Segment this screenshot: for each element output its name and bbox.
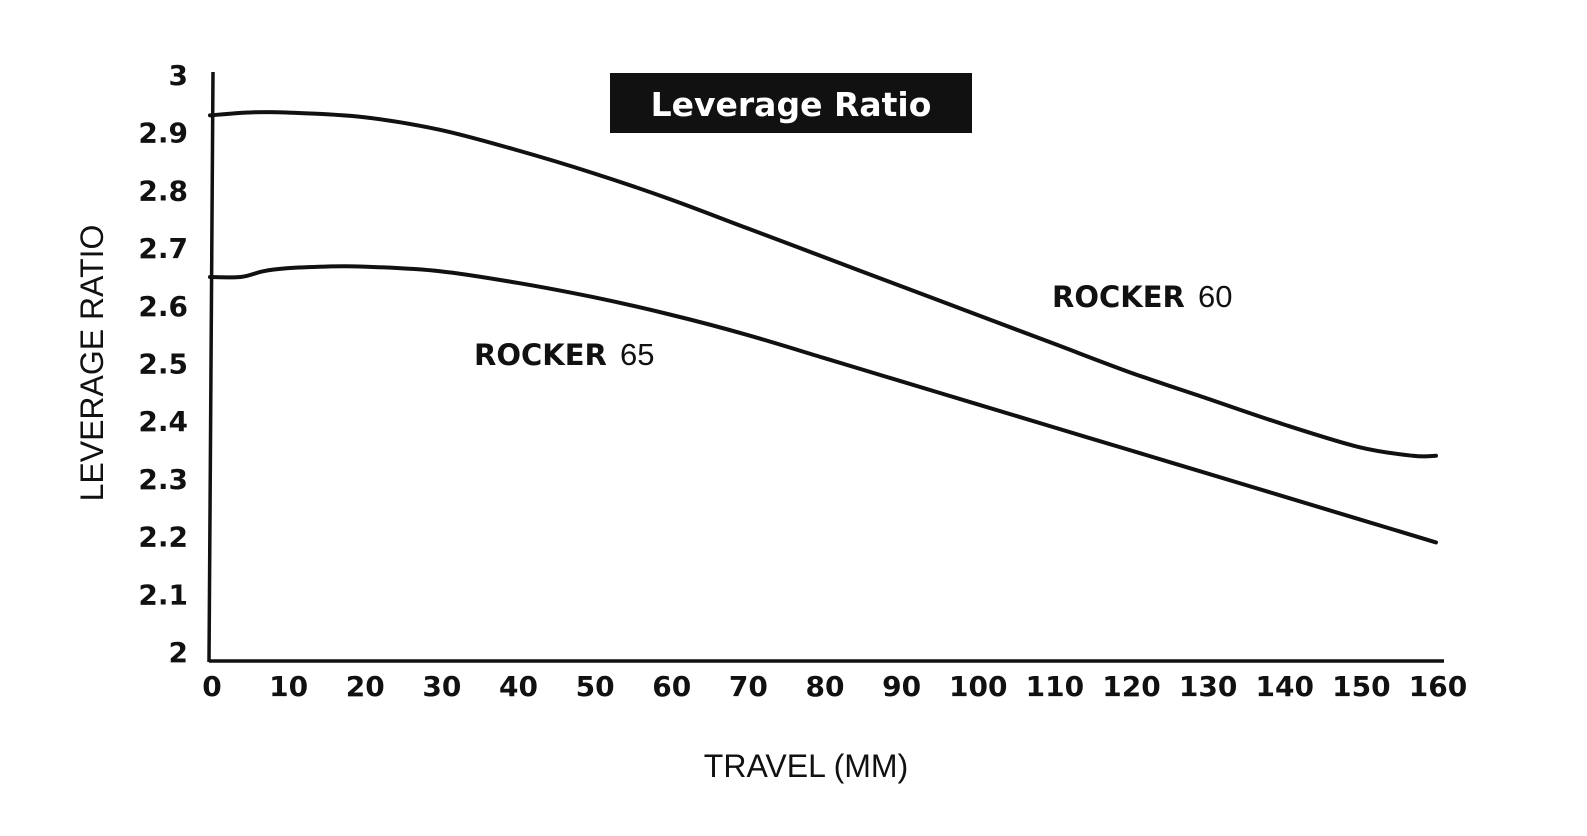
y-tick-labels: 2 2.1 2.2 2.3 2.4 2.5 2.6 2.7 2.8 2.9 3 — [138, 59, 188, 669]
y-axis-title: LEVERAGE RATIO — [74, 225, 110, 502]
y-tick-label: 3 — [169, 59, 188, 92]
title-box — [610, 73, 972, 133]
x-tick-label: 60 — [652, 670, 691, 703]
y-axis-line — [207, 71, 215, 663]
y-tick-label: 2.9 — [138, 117, 188, 150]
series-label-rocker-60-bold: ROCKER — [1052, 280, 1185, 314]
y-tick-label: 2.4 — [138, 405, 188, 438]
x-tick-label: 100 — [949, 670, 1007, 703]
x-tick-label: 0 — [202, 670, 221, 703]
y-tick-label: 2.5 — [138, 348, 188, 381]
x-tick-label: 10 — [269, 670, 308, 703]
series-label-rocker-60-num: 60 — [1198, 279, 1232, 314]
x-tick-label: 130 — [1179, 670, 1237, 703]
y-tick-label: 2 — [169, 636, 188, 669]
x-tick-label: 50 — [576, 670, 615, 703]
x-tick-label: 120 — [1102, 670, 1160, 703]
series-line-rocker-60 — [208, 110, 1438, 459]
series-label-rocker-65: ROCKER 65 — [474, 337, 654, 372]
series-label-rocker-65-bold: ROCKER — [474, 338, 607, 372]
x-tick-label: 70 — [729, 670, 768, 703]
x-tick-labels: 0 10 20 30 40 50 60 70 80 90 100 110 120 130 140 150 160 — [202, 670, 1467, 703]
chart-title: Leverage Ratio — [651, 85, 932, 124]
x-tick-label: 80 — [806, 670, 845, 703]
x-tick-label: 160 — [1409, 670, 1467, 703]
x-axis-title: TRAVEL (MM) — [704, 748, 908, 784]
y-tick-label: 2.1 — [138, 578, 188, 611]
y-tick-label: 2.6 — [138, 290, 188, 323]
series-label-rocker-60: ROCKER 60 — [1052, 279, 1232, 314]
series-line-rocker-65 — [208, 264, 1438, 545]
x-tick-label: 20 — [346, 670, 385, 703]
x-tick-label: 150 — [1332, 670, 1390, 703]
y-tick-label: 2.8 — [138, 174, 188, 207]
series-lines — [208, 110, 1438, 545]
x-tick-label: 30 — [422, 670, 461, 703]
y-tick-label: 2.2 — [138, 521, 188, 554]
y-tick-label: 2.3 — [138, 463, 188, 496]
series-label-rocker-65-num: 65 — [620, 337, 654, 372]
y-tick-label: 2.7 — [138, 232, 188, 265]
x-tick-label: 140 — [1256, 670, 1314, 703]
x-tick-label: 90 — [882, 670, 921, 703]
x-tick-label: 40 — [499, 670, 538, 703]
x-tick-label: 110 — [1026, 670, 1084, 703]
